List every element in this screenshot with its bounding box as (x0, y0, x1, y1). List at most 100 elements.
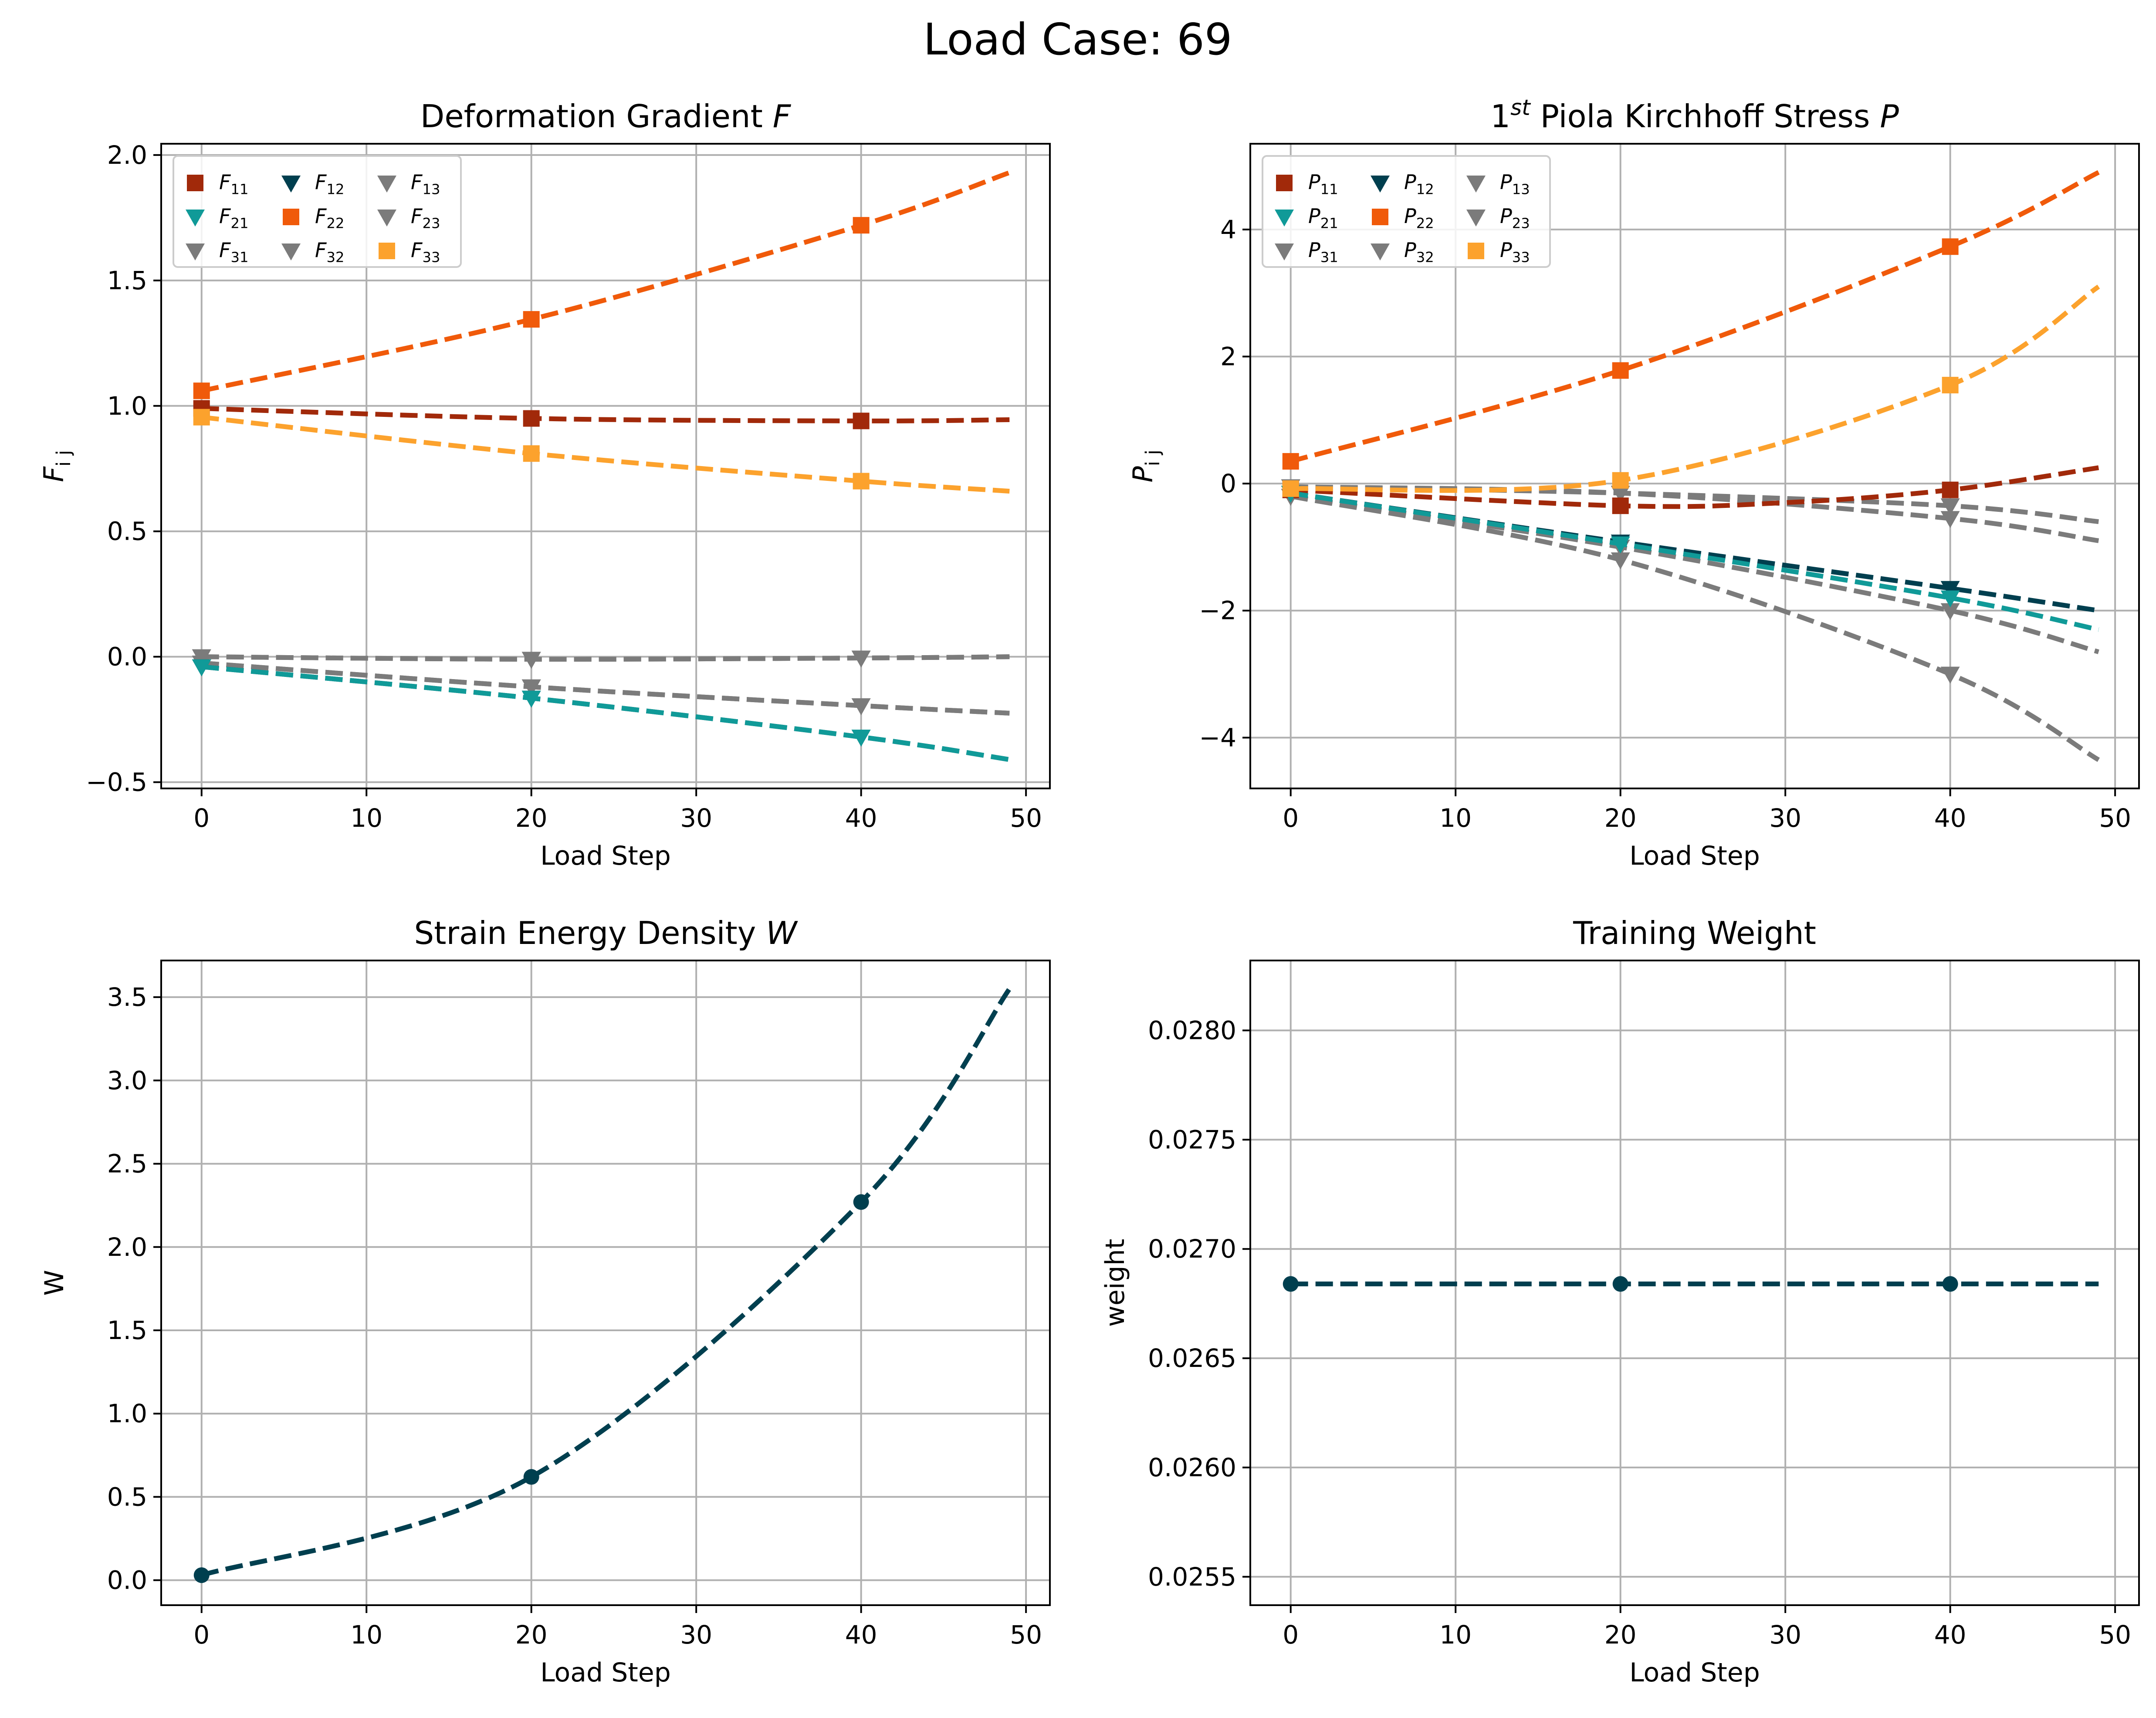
x-tick-label: 50 (1010, 1620, 1042, 1650)
y-tick-label: 2.5 (107, 1149, 147, 1179)
y-tick-label: 4 (1220, 215, 1236, 244)
data-point (523, 311, 540, 328)
data-point (853, 413, 870, 430)
series-F-33-line (201, 415, 1010, 494)
legend-entry-P-13: P13 (1466, 170, 1530, 198)
data-point (853, 1194, 869, 1210)
data-point (1940, 498, 1960, 516)
legend-marker (283, 209, 299, 225)
data-point (521, 652, 541, 669)
data-point (1612, 1276, 1628, 1292)
legend-label: F23 (411, 204, 440, 232)
chart-title-F: Deformation Gradient F (420, 98, 792, 135)
y-tick-label: 0.5 (107, 517, 147, 546)
y-axis-label-P: Pi j (1127, 450, 1164, 482)
y-axis-label-weight: weight (1100, 1239, 1130, 1327)
legend-marker (1371, 243, 1390, 260)
legend-entry-F-12: F12 (281, 170, 344, 198)
x-tick-label: 40 (845, 1620, 877, 1650)
series-P-31-line (1290, 494, 2099, 654)
series-F-32-line (201, 660, 1010, 716)
legend-label: P31 (1308, 238, 1338, 266)
data-point (853, 473, 870, 490)
legend-entry-P-22: P22 (1372, 204, 1434, 232)
legend-entry-P-12: P12 (1371, 170, 1434, 198)
y-tick-label: 3.5 (107, 982, 147, 1012)
data-point (1940, 666, 1960, 684)
legend-entry-P-32: P32 (1371, 238, 1434, 266)
x-tick-label: 50 (2099, 1620, 2131, 1650)
plot-area-P (1281, 170, 2100, 762)
x-tick-label: 0 (193, 1620, 210, 1650)
chart-title-W: Strain Energy Density W (414, 915, 799, 951)
y-tick-label: 1.0 (107, 1399, 147, 1428)
y-tick-label: 0.0 (107, 642, 147, 672)
x-tick-label: 50 (2099, 803, 2131, 833)
x-tick-label: 40 (1934, 1620, 1966, 1650)
legend-marker (281, 243, 301, 260)
data-point (1940, 603, 1960, 620)
legend-marker (1276, 175, 1293, 191)
data-point (192, 659, 211, 676)
series-F-22-line (201, 170, 1011, 393)
legend-F: F11 F21 F31 F12 F22 F32 F13 F23 F33 (173, 155, 462, 268)
data-point (1940, 590, 1960, 608)
legend-label: F12 (315, 170, 344, 198)
y-tick-label: 0.0275 (1148, 1125, 1236, 1154)
legend-label: F22 (315, 204, 344, 232)
data-point (1282, 453, 1299, 470)
series-W-line (201, 987, 1012, 1578)
legend-entry-F-33: F33 (379, 238, 440, 266)
x-tick-label: 30 (680, 803, 712, 833)
y-tick-label: −4 (1199, 723, 1237, 752)
legend-label: F33 (411, 238, 440, 266)
legend-marker (186, 243, 205, 260)
legend-label: F32 (315, 238, 344, 266)
y-tick-label: 0.0260 (1148, 1453, 1236, 1482)
legend-marker (1371, 176, 1390, 193)
data-point (1942, 377, 1959, 394)
legend-entry-P-31: P31 (1275, 238, 1338, 266)
legend-label: P11 (1308, 170, 1338, 198)
legend-label: P22 (1404, 204, 1434, 232)
data-point (1611, 536, 1630, 554)
legend-marker (377, 210, 396, 227)
data-point (1611, 485, 1630, 503)
data-point (851, 650, 871, 668)
legend-label: F13 (411, 170, 440, 198)
data-point (1612, 472, 1629, 489)
series-P-33-line (1290, 284, 2100, 493)
legend-P: P11 P21 P31 P12 P22 P32 P13 P23 P33 (1262, 155, 1551, 268)
legend-entry-F-31: F31 (186, 238, 248, 266)
data-point (851, 698, 871, 715)
x-tick-label: 20 (1604, 803, 1637, 833)
y-axis-label-W: W (39, 1270, 70, 1295)
data-point (523, 1469, 539, 1485)
y-tick-label: −0.5 (86, 768, 147, 797)
series-F-33-markers (193, 409, 870, 490)
x-tick-label: 40 (1934, 803, 1966, 833)
y-tick-label: 1.5 (107, 266, 147, 295)
x-tick-label: 10 (1439, 803, 1472, 833)
legend-label: P12 (1404, 170, 1434, 198)
y-tick-label: 0.0270 (1148, 1234, 1236, 1264)
data-point (1283, 1276, 1299, 1292)
x-tick-label: 0 (1283, 1620, 1299, 1650)
axes-frame-F (160, 143, 1051, 789)
legend-marker (379, 243, 395, 259)
series-F-23-line (201, 654, 1010, 662)
legend-label: F21 (219, 204, 248, 232)
axes-frame-weight (1249, 960, 2140, 1606)
legend-entry-P-21: P21 (1275, 204, 1338, 232)
data-point (1282, 480, 1299, 497)
x-tick-label: 10 (350, 803, 382, 833)
legend-marker (187, 175, 203, 191)
y-tick-label: 0.0265 (1148, 1343, 1236, 1373)
axes-frame-P (1249, 143, 2140, 789)
series-P-33-markers (1282, 377, 1959, 497)
legend-entry-F-13: F13 (377, 170, 440, 198)
x-tick-label: 20 (515, 803, 548, 833)
x-tick-label: 20 (515, 1620, 548, 1650)
x-axis-label-F: Load Step (540, 841, 671, 871)
x-axis-label-P: Load Step (1629, 841, 1760, 871)
